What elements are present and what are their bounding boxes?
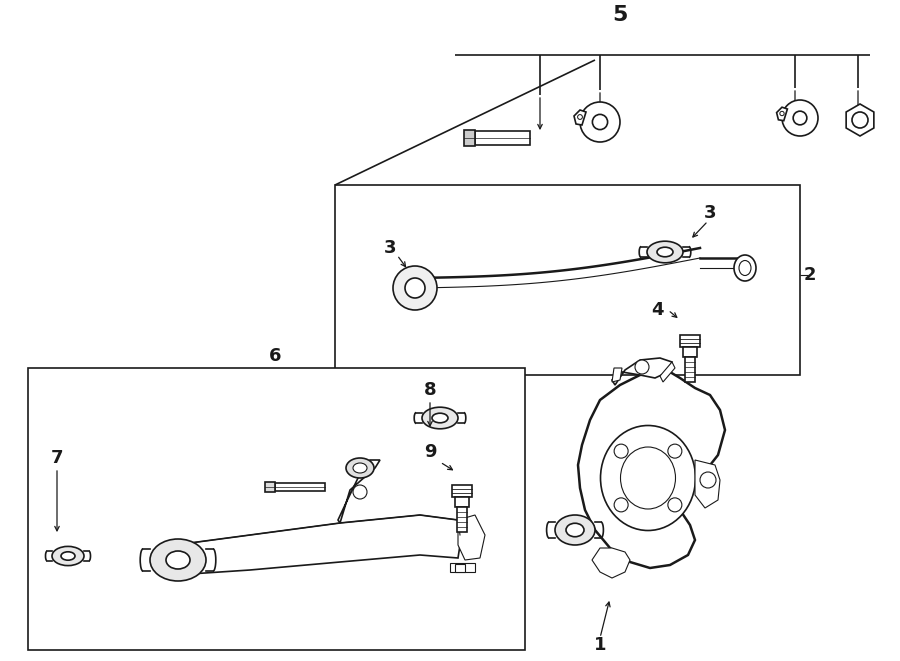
Bar xyxy=(455,497,469,507)
Bar xyxy=(335,185,800,375)
Ellipse shape xyxy=(346,458,374,478)
Ellipse shape xyxy=(657,247,673,257)
Circle shape xyxy=(592,114,608,130)
Bar xyxy=(455,564,465,572)
Ellipse shape xyxy=(647,241,683,263)
Polygon shape xyxy=(578,370,725,568)
Ellipse shape xyxy=(566,524,584,537)
Polygon shape xyxy=(660,362,675,382)
Circle shape xyxy=(405,278,425,298)
Polygon shape xyxy=(612,368,622,382)
Bar xyxy=(28,368,525,650)
Text: 3: 3 xyxy=(383,239,396,257)
Circle shape xyxy=(580,102,620,142)
Polygon shape xyxy=(574,110,586,125)
Circle shape xyxy=(353,485,367,499)
Ellipse shape xyxy=(734,255,756,281)
Bar xyxy=(680,335,700,347)
Text: 7: 7 xyxy=(50,449,63,467)
Circle shape xyxy=(852,112,868,128)
Bar xyxy=(475,131,530,145)
Circle shape xyxy=(614,444,628,458)
Circle shape xyxy=(668,444,682,458)
Bar xyxy=(452,485,472,497)
Circle shape xyxy=(614,498,628,512)
Text: 2: 2 xyxy=(804,266,816,284)
Text: 4: 4 xyxy=(651,301,663,319)
Text: 8: 8 xyxy=(424,381,436,399)
Text: 5: 5 xyxy=(612,5,627,25)
Polygon shape xyxy=(846,104,874,136)
Ellipse shape xyxy=(150,539,206,581)
Polygon shape xyxy=(458,515,485,560)
Ellipse shape xyxy=(52,547,84,566)
Circle shape xyxy=(793,111,806,125)
Ellipse shape xyxy=(61,552,75,561)
Polygon shape xyxy=(695,460,720,508)
Ellipse shape xyxy=(555,515,595,545)
Polygon shape xyxy=(777,107,788,121)
Bar xyxy=(683,347,697,357)
Circle shape xyxy=(782,100,818,136)
Ellipse shape xyxy=(353,463,367,473)
Polygon shape xyxy=(338,460,380,523)
Ellipse shape xyxy=(432,413,448,423)
Polygon shape xyxy=(175,515,460,575)
Circle shape xyxy=(393,266,437,310)
Ellipse shape xyxy=(422,407,458,429)
Text: 3: 3 xyxy=(704,204,716,222)
Text: 1: 1 xyxy=(594,636,607,654)
Polygon shape xyxy=(612,358,672,385)
Bar xyxy=(275,483,325,491)
Bar xyxy=(464,130,475,145)
Ellipse shape xyxy=(166,551,190,569)
Polygon shape xyxy=(450,563,475,572)
Bar xyxy=(265,483,275,492)
Ellipse shape xyxy=(600,426,696,531)
Circle shape xyxy=(635,360,649,374)
Bar xyxy=(457,507,467,532)
Circle shape xyxy=(668,498,682,512)
Ellipse shape xyxy=(620,447,676,509)
Circle shape xyxy=(700,472,716,488)
Text: 9: 9 xyxy=(424,443,436,461)
Bar xyxy=(685,357,695,382)
Ellipse shape xyxy=(739,260,751,276)
Text: 6: 6 xyxy=(269,347,281,365)
Polygon shape xyxy=(592,548,630,578)
